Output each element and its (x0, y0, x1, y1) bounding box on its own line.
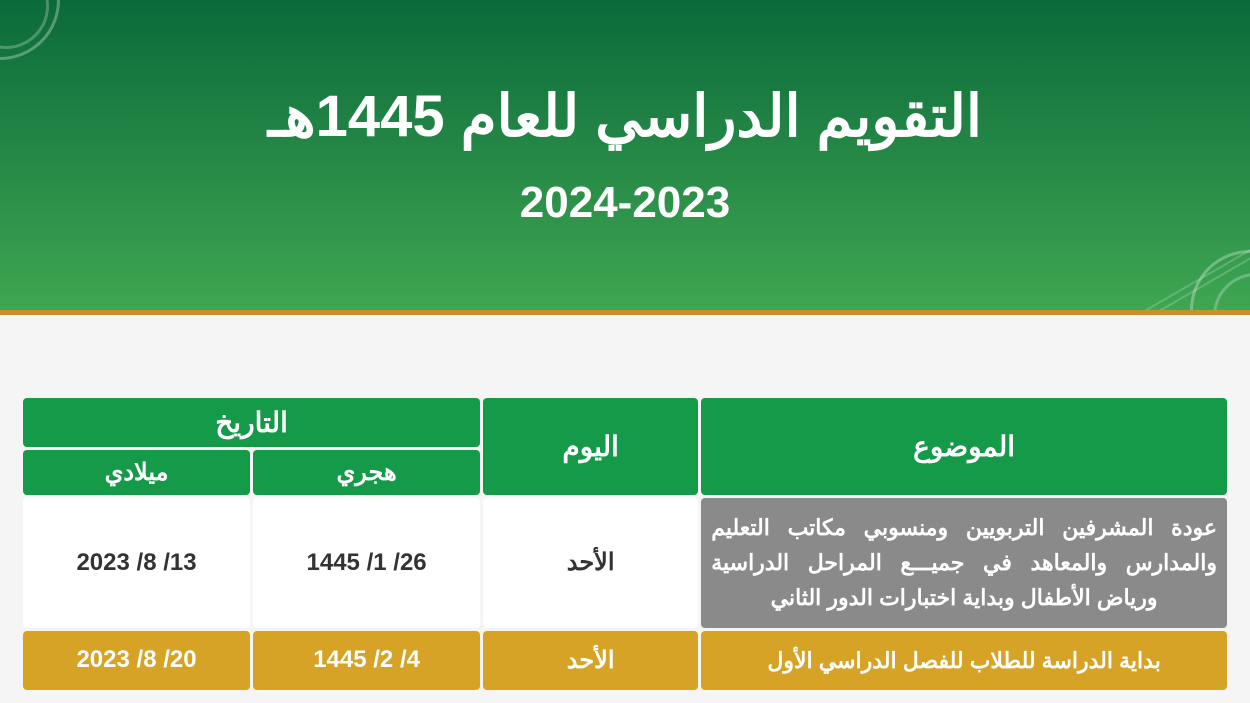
table-row: عودة المشرفين التربويين ومنسوبي مكاتب ال… (23, 498, 1227, 628)
cell-hijri-date: 26/ 1/ 1445 (253, 498, 480, 628)
column-header-day: اليوم (483, 398, 698, 495)
calendar-table-body: عودة المشرفين التربويين ومنسوبي مكاتب ال… (23, 498, 1227, 690)
page-title: التقويم الدراسي للعام 1445هـ (268, 82, 982, 150)
column-header-gregorian: ميلادي (23, 450, 250, 495)
header-separator (0, 310, 1250, 315)
cell-gregorian-date: 13/ 8/ 2023 (23, 498, 250, 628)
cell-day: الأحد (483, 631, 698, 690)
column-header-date: التاريخ (23, 398, 480, 447)
corner-ornament-top-left (0, 0, 60, 60)
cell-hijri-date: 4/ 2/ 1445 (253, 631, 480, 690)
cell-day: الأحد (483, 498, 698, 628)
column-header-hijri: هجري (253, 450, 480, 495)
page-header: التقويم الدراسي للعام 1445هـ 2024-2023 (0, 0, 1250, 310)
calendar-table-container: الموضوع اليوم التاريخ هجري ميلادي عودة ا… (0, 375, 1250, 693)
academic-calendar-table: الموضوع اليوم التاريخ هجري ميلادي عودة ا… (20, 395, 1230, 693)
table-row: بداية الدراسة للطلاب للفصل الدراسي الأول… (23, 631, 1227, 690)
cell-gregorian-date: 20/ 8/ 2023 (23, 631, 250, 690)
column-header-subject: الموضوع (701, 398, 1227, 495)
page-subtitle: 2024-2023 (520, 178, 730, 228)
cell-subject: عودة المشرفين التربويين ومنسوبي مكاتب ال… (701, 498, 1227, 628)
cell-subject: بداية الدراسة للطلاب للفصل الدراسي الأول (701, 631, 1227, 690)
